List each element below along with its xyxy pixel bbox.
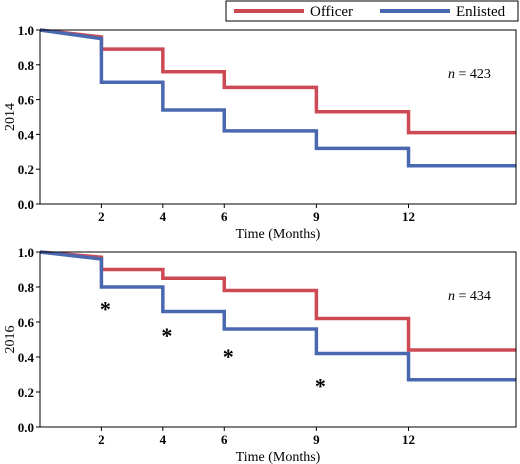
x-tick-label: 9 bbox=[313, 209, 320, 224]
significance-asterisk: * bbox=[315, 374, 326, 399]
y-tick-label: 0.8 bbox=[18, 58, 35, 73]
x-tick-label: 6 bbox=[221, 432, 228, 447]
x-axis-label: Time (Months) bbox=[236, 227, 321, 242]
panel-year-label: 2014 bbox=[3, 103, 18, 131]
sample-size-symbol: n bbox=[448, 67, 455, 82]
x-tick-label: 12 bbox=[402, 209, 415, 224]
x-tick-label: 4 bbox=[160, 209, 167, 224]
sample-size-value: = 423 bbox=[455, 67, 491, 82]
x-tick-label: 2 bbox=[98, 209, 105, 224]
series-line-officer bbox=[39, 250, 516, 352]
x-tick-label: 12 bbox=[402, 432, 415, 447]
panel-2016: 0.0 0.2 0.4 0.6 0.8 1.0 2 4 6 9 12 Time (Months) 201… bbox=[3, 245, 517, 464]
y-tick-label: 1.0 bbox=[18, 245, 34, 260]
series-line-enlisted bbox=[39, 28, 516, 168]
y-tick-label: 0.4 bbox=[18, 127, 35, 142]
sample-size-annotation: n = 423 bbox=[448, 67, 491, 82]
legend-label-officer: Officer bbox=[310, 4, 353, 20]
y-tick-label: 1.0 bbox=[18, 23, 34, 38]
plot-frame bbox=[39, 251, 517, 428]
legend-label-enlisted: Enlisted bbox=[456, 4, 506, 20]
x-tick-label: 2 bbox=[98, 432, 105, 447]
y-tick-label: 0.2 bbox=[18, 162, 34, 177]
y-tick-label: 0.6 bbox=[18, 315, 35, 330]
sample-size-annotation: n = 434 bbox=[448, 289, 491, 304]
significance-asterisk: * bbox=[161, 323, 172, 348]
y-tick-label: 0.4 bbox=[18, 350, 35, 365]
y-tick-label: 0.2 bbox=[18, 385, 34, 400]
y-tick-label: 0.0 bbox=[18, 420, 34, 435]
sample-size-value: = 434 bbox=[455, 289, 491, 304]
x-tick-label: 4 bbox=[160, 432, 167, 447]
x-tick-label: 6 bbox=[221, 209, 228, 224]
x-tick-label: 9 bbox=[313, 432, 320, 447]
significance-asterisk: * bbox=[100, 297, 111, 322]
y-tick-label: 0.0 bbox=[18, 197, 34, 212]
sample-size-symbol: n bbox=[448, 289, 455, 304]
plot-frame bbox=[39, 29, 517, 205]
legend-box bbox=[225, 0, 519, 22]
significance-asterisk: * bbox=[223, 344, 234, 369]
x-axis-label: Time (Months) bbox=[236, 450, 321, 464]
y-tick-label: 0.8 bbox=[18, 280, 35, 295]
panel-2014: 0.0 0.2 0.4 0.6 0.8 1.0 2 4 6 9 12 Time (Months) 201… bbox=[3, 23, 517, 242]
series-line-enlisted bbox=[39, 250, 516, 382]
legend: Officer Enlisted bbox=[225, 0, 519, 22]
panel-year-label: 2016 bbox=[3, 326, 18, 354]
y-tick-label: 0.6 bbox=[18, 93, 35, 108]
